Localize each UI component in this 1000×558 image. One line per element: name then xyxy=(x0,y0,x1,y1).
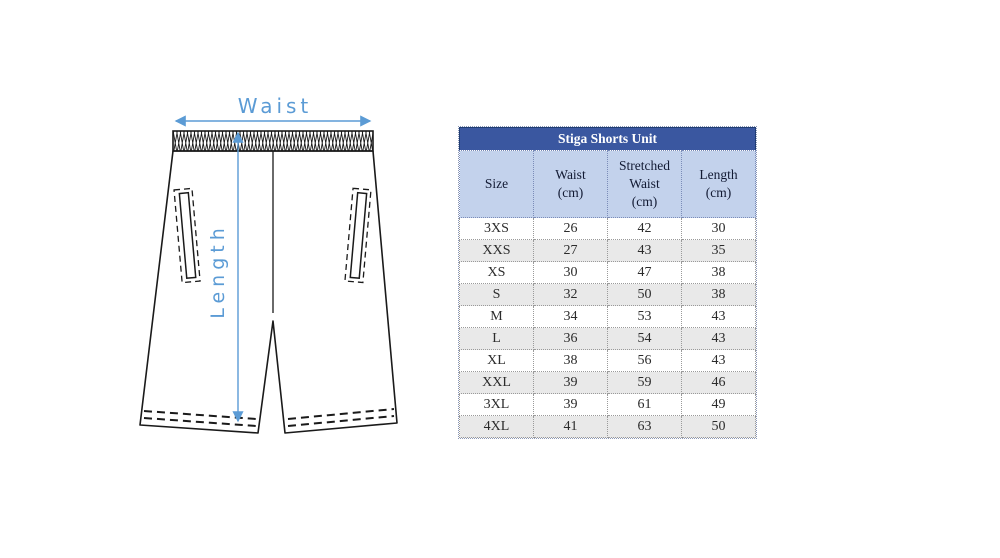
left-pocket xyxy=(173,187,201,284)
size-cell: 3XL xyxy=(459,393,534,416)
stretched-waist-cell: 42 xyxy=(607,217,682,240)
stretched-waist-cell: 63 xyxy=(607,415,682,438)
table-row: L 36 54 43 xyxy=(459,327,756,350)
waist-cell: 39 xyxy=(533,371,608,394)
table-row: S 32 50 38 xyxy=(459,283,756,306)
header-row: Size Waist (cm) Stretched Waist (cm) Len… xyxy=(459,150,756,218)
size-cell: M xyxy=(459,305,534,328)
table-row: XXS 27 43 35 xyxy=(459,239,756,262)
length-cell: 30 xyxy=(681,217,756,240)
waist-cell: 30 xyxy=(533,261,608,284)
stretched-waist-cell: 54 xyxy=(607,327,682,350)
length-cell: 46 xyxy=(681,371,756,394)
length-cell: 49 xyxy=(681,393,756,416)
table-row: XL 38 56 43 xyxy=(459,349,756,372)
stretched-waist-cell: 50 xyxy=(607,283,682,306)
waist-label: Waist xyxy=(238,94,313,118)
stretched-waist-cell: 59 xyxy=(607,371,682,394)
right-hem-stitching xyxy=(287,408,395,427)
waistband xyxy=(172,130,374,152)
column-header-stretched-waist: Stretched Waist (cm) xyxy=(607,150,682,218)
column-header-length: Length (cm) xyxy=(681,150,756,218)
size-cell: S xyxy=(459,283,534,306)
waist-cell: 36 xyxy=(533,327,608,350)
column-header-size: Size xyxy=(459,150,534,218)
shorts-diagram: Waist xyxy=(128,93,423,448)
table-row: XXL 39 59 46 xyxy=(459,371,756,394)
size-cell: XS xyxy=(459,261,534,284)
size-cell: 3XS xyxy=(459,217,534,240)
size-cell: L xyxy=(459,327,534,350)
shorts-outline xyxy=(139,150,398,434)
table-row: XS 30 47 38 xyxy=(459,261,756,284)
table-row: 4XL 41 63 50 xyxy=(459,415,756,438)
length-label: Length xyxy=(207,223,229,319)
length-cell: 50 xyxy=(681,415,756,438)
stretched-waist-cell: 47 xyxy=(607,261,682,284)
stretched-waist-cell: 61 xyxy=(607,393,682,416)
size-cell: XL xyxy=(459,349,534,372)
waist-cell: 39 xyxy=(533,393,608,416)
column-header-waist: Waist (cm) xyxy=(533,150,608,218)
size-chart-table-container: Stiga Shorts Unit Size Waist (cm) Stretc… xyxy=(458,126,757,439)
length-cell: 43 xyxy=(681,349,756,372)
length-cell: 43 xyxy=(681,305,756,328)
stretched-waist-cell: 56 xyxy=(607,349,682,372)
length-cell: 38 xyxy=(681,283,756,306)
length-cell: 43 xyxy=(681,327,756,350)
size-cell: XXS xyxy=(459,239,534,262)
length-cell: 38 xyxy=(681,261,756,284)
waist-cell: 38 xyxy=(533,349,608,372)
table-row: 3XL 39 61 49 xyxy=(459,393,756,416)
table-row: M 34 53 43 xyxy=(459,305,756,328)
length-cell: 35 xyxy=(681,239,756,262)
stretched-waist-cell: 43 xyxy=(607,239,682,262)
waist-cell: 27 xyxy=(533,239,608,262)
waist-cell: 34 xyxy=(533,305,608,328)
waist-cell: 41 xyxy=(533,415,608,438)
shorts-diagram-svg: Waist xyxy=(139,94,398,434)
table-row: 3XS 26 42 30 xyxy=(459,217,756,240)
size-chart-table: Stiga Shorts Unit Size Waist (cm) Stretc… xyxy=(458,126,757,439)
stretched-waist-cell: 53 xyxy=(607,305,682,328)
size-cell: 4XL xyxy=(459,415,534,438)
size-cell: XXL xyxy=(459,371,534,394)
waist-cell: 32 xyxy=(533,283,608,306)
right-pocket xyxy=(344,187,372,284)
table-title: Stiga Shorts Unit xyxy=(459,127,756,150)
waist-cell: 26 xyxy=(533,217,608,240)
